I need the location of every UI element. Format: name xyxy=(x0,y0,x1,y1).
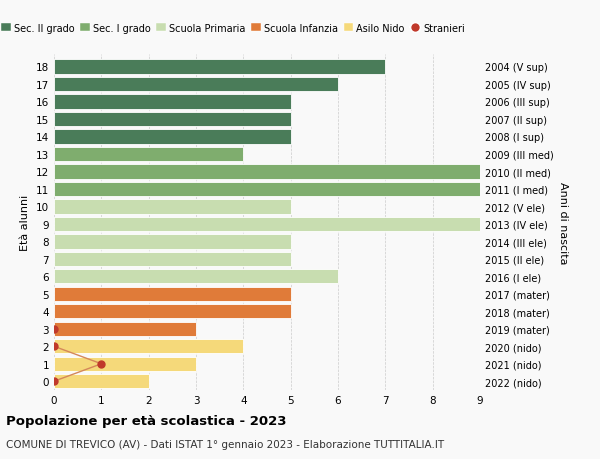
Legend: Sec. II grado, Sec. I grado, Scuola Primaria, Scuola Infanzia, Asilo Nido, Stran: Sec. II grado, Sec. I grado, Scuola Prim… xyxy=(0,20,469,38)
Y-axis label: Età alunni: Età alunni xyxy=(20,195,31,251)
Bar xyxy=(54,322,196,336)
Bar xyxy=(54,357,196,371)
Bar xyxy=(54,130,290,144)
Text: COMUNE DI TREVICO (AV) - Dati ISTAT 1° gennaio 2023 - Elaborazione TUTTITALIA.IT: COMUNE DI TREVICO (AV) - Dati ISTAT 1° g… xyxy=(6,440,444,449)
Bar xyxy=(54,95,290,109)
Bar xyxy=(54,200,290,214)
Bar xyxy=(54,235,290,249)
Bar xyxy=(54,374,149,389)
Bar xyxy=(54,78,338,92)
Bar xyxy=(54,339,244,354)
Bar xyxy=(54,304,290,319)
Bar xyxy=(54,182,480,196)
Bar xyxy=(54,287,290,301)
Bar xyxy=(54,60,385,74)
Bar xyxy=(54,165,480,179)
Y-axis label: Anni di nascita: Anni di nascita xyxy=(557,181,568,264)
Bar xyxy=(54,112,290,127)
Text: Popolazione per età scolastica - 2023: Popolazione per età scolastica - 2023 xyxy=(6,414,287,428)
Bar xyxy=(54,252,290,266)
Bar xyxy=(54,217,480,231)
Bar xyxy=(54,147,244,162)
Bar xyxy=(54,269,338,284)
